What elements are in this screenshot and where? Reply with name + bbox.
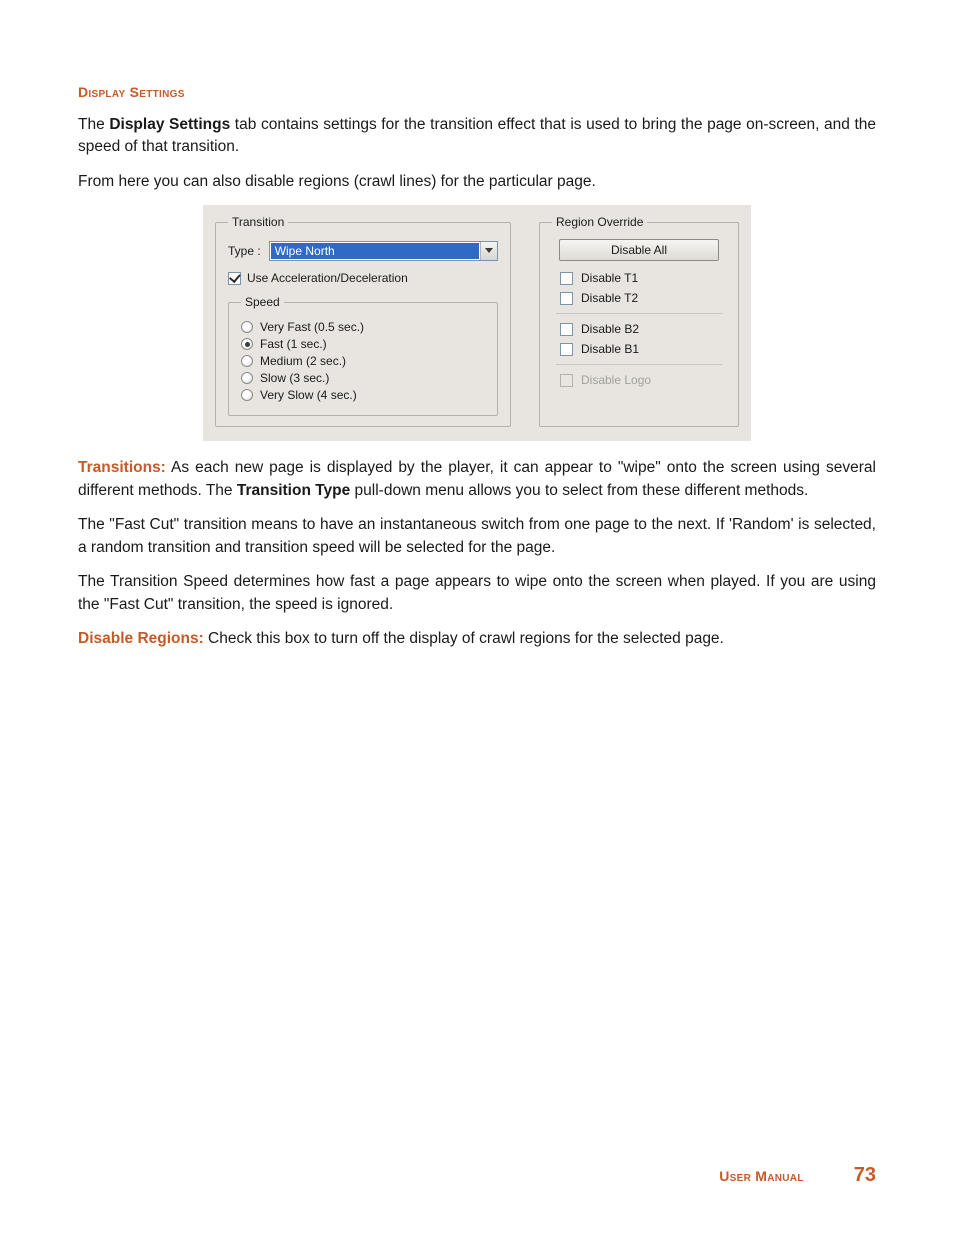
speed-radio-veryfast[interactable] <box>241 321 253 333</box>
region-legend: Region Override <box>552 215 647 229</box>
footer-label: User Manual <box>719 1168 804 1184</box>
speed-label: Very Fast (0.5 sec.) <box>260 320 364 334</box>
divider <box>556 364 722 365</box>
disable-all-button[interactable]: Disable All <box>559 239 719 261</box>
paragraph-disable-regions: Disable Regions: Check this box to turn … <box>78 628 876 650</box>
section-title: Display Settings <box>78 84 876 100</box>
speed-label: Slow (3 sec.) <box>260 371 329 385</box>
disable-logo-checkbox <box>560 374 573 387</box>
chevron-down-icon <box>480 242 497 260</box>
text: Check this box to turn off the display o… <box>204 630 724 647</box>
accel-checkbox[interactable] <box>228 272 241 285</box>
disable-t1-checkbox[interactable] <box>560 272 573 285</box>
paragraph-transitions: Transitions: As each new page is display… <box>78 457 876 502</box>
paragraph-intro-1: The Display Settings tab contains settin… <box>78 114 876 159</box>
paragraph-fastcut: The "Fast Cut" transition means to have … <box>78 514 876 559</box>
paragraph-speed: The Transition Speed determines how fast… <box>78 571 876 616</box>
type-label: Type : <box>228 244 261 258</box>
bold-term: Display Settings <box>109 116 230 133</box>
bold-term: Transition Type <box>237 482 350 499</box>
speed-label: Very Slow (4 sec.) <box>260 388 357 402</box>
type-select-value: Wipe North <box>271 243 479 259</box>
text: pull-down menu allows you to select from… <box>350 482 808 499</box>
speed-label: Medium (2 sec.) <box>260 354 346 368</box>
lead-term: Transitions: <box>78 459 166 476</box>
speed-radio-fast[interactable] <box>241 338 253 350</box>
region-override-group: Region Override Disable All Disable T1 D… <box>539 215 739 427</box>
page-footer: User Manual 73 <box>719 1164 876 1187</box>
divider <box>556 313 722 314</box>
footer-page-number: 73 <box>854 1164 876 1187</box>
transition-group: Transition Type : Wipe North Use Acceler… <box>215 215 511 427</box>
type-select[interactable]: Wipe North <box>269 241 498 261</box>
lead-term: Disable Regions: <box>78 630 204 647</box>
speed-group: Speed Very Fast (0.5 sec.) Fast (1 sec.)… <box>228 295 498 416</box>
paragraph-intro-2: From here you can also disable regions (… <box>78 171 876 193</box>
disable-t2-checkbox[interactable] <box>560 292 573 305</box>
disable-b1-label: Disable B1 <box>581 342 639 356</box>
disable-t2-label: Disable T2 <box>581 291 638 305</box>
speed-legend: Speed <box>241 295 284 309</box>
speed-radio-slow[interactable] <box>241 372 253 384</box>
text: The <box>78 116 109 133</box>
accel-label: Use Acceleration/Deceleration <box>247 271 408 285</box>
transition-legend: Transition <box>228 215 288 229</box>
disable-b1-checkbox[interactable] <box>560 343 573 356</box>
disable-logo-label: Disable Logo <box>581 373 651 387</box>
disable-b2-label: Disable B2 <box>581 322 639 336</box>
speed-label: Fast (1 sec.) <box>260 337 327 351</box>
screenshot: Transition Type : Wipe North Use Acceler… <box>78 205 876 441</box>
speed-radio-veryslow[interactable] <box>241 389 253 401</box>
speed-radio-medium[interactable] <box>241 355 253 367</box>
disable-b2-checkbox[interactable] <box>560 323 573 336</box>
disable-t1-label: Disable T1 <box>581 271 638 285</box>
